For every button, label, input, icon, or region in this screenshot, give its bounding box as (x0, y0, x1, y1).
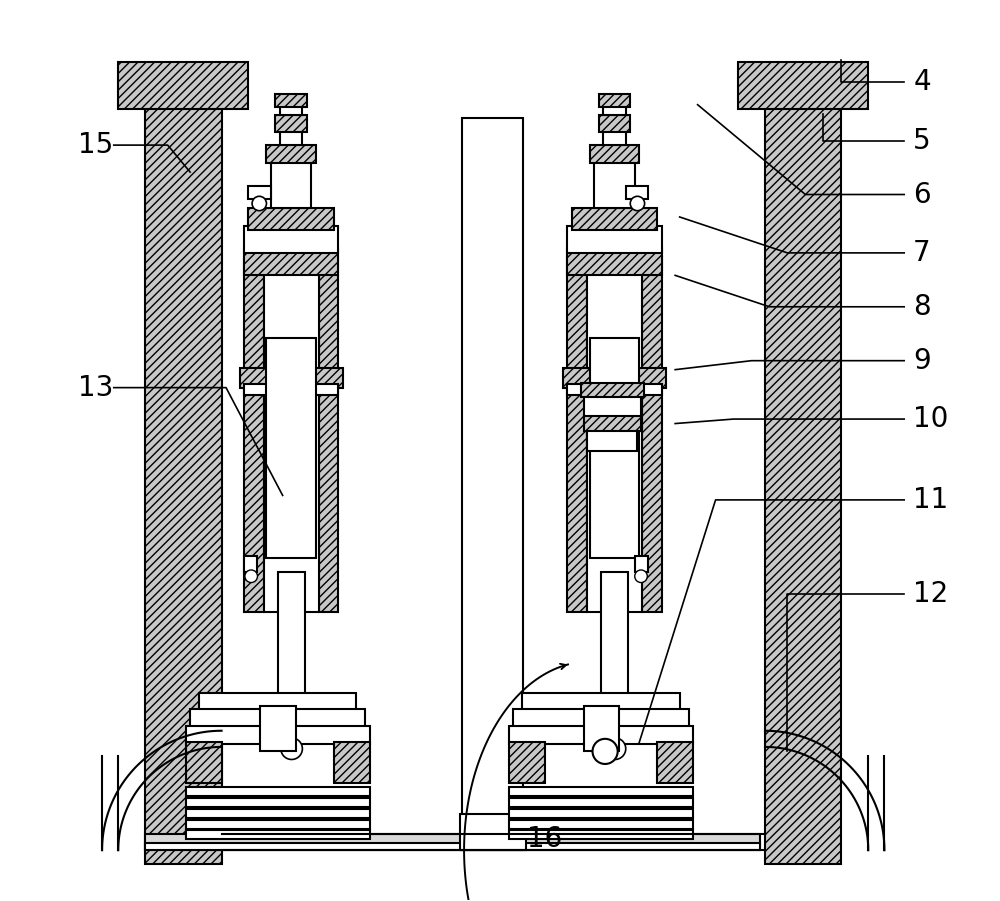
Bar (264, 258, 319, 612)
Bar (199, 693, 356, 711)
Bar (244, 384, 338, 395)
Bar (280, 106, 302, 115)
Bar (278, 572, 305, 706)
Bar (587, 258, 642, 612)
Bar (260, 706, 296, 751)
Bar (584, 706, 619, 751)
Bar (244, 556, 257, 572)
Bar (186, 809, 370, 818)
Bar (567, 384, 662, 395)
Bar (599, 115, 630, 132)
Bar (567, 226, 662, 253)
Bar (509, 726, 693, 744)
Bar (244, 249, 338, 276)
Bar (590, 145, 639, 163)
Bar (462, 118, 523, 851)
Circle shape (252, 196, 266, 211)
Bar (509, 820, 693, 829)
Text: 5: 5 (913, 127, 931, 155)
Bar (145, 91, 222, 864)
Bar (266, 145, 316, 163)
Circle shape (604, 738, 626, 760)
Circle shape (630, 196, 645, 211)
Bar (509, 787, 693, 796)
Bar (606, 717, 624, 742)
Bar (283, 717, 301, 742)
Bar (509, 742, 545, 783)
Text: 10: 10 (913, 405, 949, 433)
Bar (567, 258, 587, 612)
Bar (248, 208, 334, 231)
Bar (584, 394, 641, 416)
Bar (244, 226, 338, 253)
Bar (603, 106, 626, 115)
Circle shape (281, 738, 302, 760)
Bar (275, 94, 307, 107)
Bar (601, 572, 628, 706)
Bar (584, 414, 641, 431)
Bar (240, 368, 343, 387)
Bar (275, 115, 307, 132)
Text: 15: 15 (78, 132, 113, 159)
Bar (145, 843, 760, 851)
Bar (118, 62, 248, 109)
Bar (599, 94, 630, 107)
Bar (186, 787, 370, 796)
Text: 4: 4 (913, 68, 931, 96)
Bar (513, 709, 689, 727)
Circle shape (635, 570, 647, 583)
Bar (267, 721, 316, 733)
Bar (522, 693, 680, 711)
Bar (626, 186, 648, 199)
Bar (563, 368, 666, 387)
Text: 13: 13 (78, 374, 113, 402)
Text: 8: 8 (913, 293, 931, 321)
Bar (587, 428, 637, 450)
Bar (567, 249, 662, 276)
Text: 12: 12 (913, 580, 948, 608)
Bar (186, 831, 370, 840)
Bar (765, 91, 841, 864)
Bar (280, 129, 302, 145)
Bar (334, 742, 370, 783)
Bar (642, 258, 662, 612)
Bar (509, 831, 693, 840)
Bar (738, 62, 868, 109)
Bar (190, 709, 365, 727)
Bar (460, 815, 526, 851)
Bar (248, 186, 271, 199)
Bar (266, 338, 316, 559)
Bar (319, 258, 338, 612)
Text: 7: 7 (913, 239, 931, 267)
Bar (271, 159, 311, 208)
Bar (590, 338, 639, 559)
Bar (657, 742, 693, 783)
Bar (603, 129, 626, 145)
Bar (594, 159, 635, 208)
Bar (588, 704, 642, 720)
Bar (581, 383, 644, 396)
Text: 9: 9 (913, 347, 931, 375)
Bar (509, 798, 693, 807)
Bar (244, 258, 264, 612)
Text: 6: 6 (913, 180, 931, 208)
Bar (572, 208, 657, 231)
Text: 16: 16 (527, 824, 562, 852)
Circle shape (245, 570, 257, 583)
Bar (186, 742, 222, 783)
Bar (265, 704, 319, 720)
Bar (635, 556, 648, 572)
Text: 11: 11 (913, 486, 948, 514)
Bar (591, 721, 639, 733)
Bar (186, 798, 370, 807)
Bar (145, 834, 760, 851)
Bar (186, 820, 370, 829)
Bar (509, 809, 693, 818)
Bar (186, 726, 370, 744)
Circle shape (593, 739, 618, 764)
